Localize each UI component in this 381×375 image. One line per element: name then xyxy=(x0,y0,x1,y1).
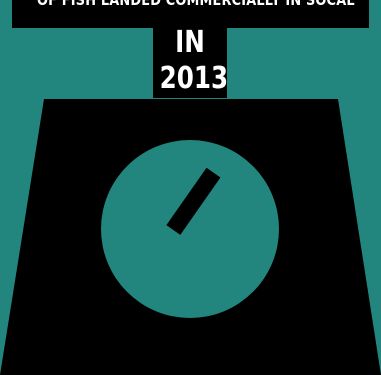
scale-needle xyxy=(166,167,221,235)
headline-banner: OF FISH LANDED COMMERCIALLY IN SOCAL xyxy=(12,0,369,28)
scale-dial xyxy=(101,140,279,318)
year-banner: IN 2013 xyxy=(153,25,229,98)
headline-in: IN xyxy=(175,25,205,60)
headline-text: OF FISH LANDED COMMERCIALLY IN SOCAL xyxy=(36,0,355,9)
headline-year: 2013 xyxy=(159,61,229,96)
